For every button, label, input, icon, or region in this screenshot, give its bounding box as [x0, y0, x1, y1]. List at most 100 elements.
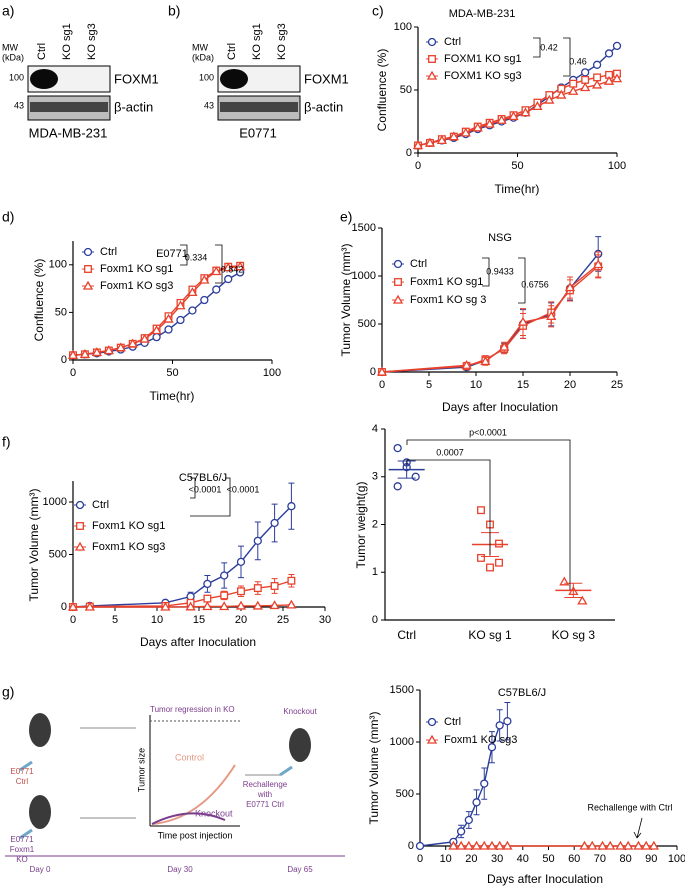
- data-point: [287, 576, 296, 585]
- legend-marker: [82, 280, 94, 290]
- data-point: [532, 101, 543, 111]
- y-tick-label: 100: [394, 21, 412, 33]
- chart-title: MDA-MB-231: [449, 8, 516, 20]
- data-point: [615, 840, 626, 850]
- marker-label: 100: [199, 72, 214, 82]
- y-tick-label: 1500: [390, 684, 414, 696]
- data-point: [495, 721, 504, 730]
- y-tick-label: 0: [406, 147, 412, 159]
- x-tick-label: 0: [70, 367, 76, 379]
- x-tick-label: 20: [564, 379, 576, 391]
- data-point: [188, 306, 197, 315]
- legend-marker: [74, 541, 86, 551]
- data-point: [496, 114, 507, 124]
- schematic-text: Time post injection: [158, 830, 233, 840]
- lane-label: KO sg3: [86, 23, 98, 60]
- legend-label: Foxm1 KO sg1: [92, 520, 165, 532]
- data-point: [623, 840, 634, 850]
- data-point: [591, 79, 603, 89]
- syringe: [19, 828, 33, 840]
- annotation: 0.6756: [521, 279, 549, 289]
- y-tick-label: 0: [61, 354, 67, 366]
- legend-label: FOXM1 KO sg3: [444, 70, 522, 82]
- x-axis-label: Days after Inoculation: [140, 635, 256, 649]
- data-point: [115, 342, 126, 352]
- schematic-text: Day 65: [287, 865, 313, 874]
- data-point: [176, 315, 185, 325]
- data-point: [412, 140, 424, 150]
- x-tick-label: 50: [166, 367, 178, 379]
- panel-label: g): [2, 684, 14, 700]
- x-tick-label: KO sg 3: [552, 628, 596, 642]
- schematic-text: KO: [16, 855, 28, 864]
- marker-label: 43: [204, 100, 214, 110]
- x-tick-label: 0: [417, 853, 423, 865]
- annotation: 0.9433: [486, 266, 514, 276]
- data-point: [455, 840, 467, 850]
- data-point: [564, 282, 576, 292]
- cell-line: MDA-MB-231: [29, 125, 108, 140]
- lane-label: KO sg3: [276, 23, 288, 60]
- chart-title: C57BL6/J: [498, 687, 546, 699]
- schematic-text: with: [257, 790, 272, 799]
- data-point: [152, 333, 161, 342]
- x-tick-label: 10: [470, 379, 482, 391]
- x-tick-label: 5: [112, 614, 118, 626]
- data-point: [544, 94, 555, 104]
- band-label: β-actin: [114, 99, 153, 114]
- data-point: [648, 840, 659, 850]
- y-tick-label: 1500: [352, 222, 376, 234]
- significance-bracket: [633, 817, 643, 839]
- data-point: [579, 840, 590, 850]
- lane-label: Ctrl: [226, 43, 238, 60]
- series-line: [72, 505, 292, 608]
- x-axis-label: Days after Inoculation: [442, 400, 558, 414]
- data-point: [577, 595, 588, 605]
- y-tick-label: 50: [400, 84, 412, 96]
- schematic-text: Rechallenge: [243, 780, 288, 789]
- mw-label: (kDa): [192, 52, 214, 62]
- data-point: [581, 68, 590, 77]
- schematic-text: E0771: [10, 835, 34, 844]
- marker-label: 43: [14, 100, 24, 110]
- mouse-icon: [289, 728, 311, 762]
- y-axis-label: Tumor Volume (mm³): [339, 244, 353, 357]
- legend-marker: [428, 55, 436, 63]
- data-point: [503, 717, 512, 726]
- data-point: [287, 502, 296, 511]
- data-point: [592, 60, 602, 69]
- x-tick-label: 25: [277, 614, 289, 626]
- legend-label: Ctrl: [444, 716, 461, 728]
- panel-label: d): [2, 209, 14, 225]
- data-point: [253, 536, 262, 545]
- x-tick-label: 15: [517, 379, 529, 391]
- x-tick-label: 100: [263, 367, 281, 379]
- data-point: [160, 601, 171, 611]
- legend-marker: [84, 265, 92, 273]
- data-point: [605, 840, 616, 850]
- y-tick-label: 0: [61, 601, 67, 613]
- data-point: [79, 348, 91, 358]
- mouse-icon: [29, 795, 51, 829]
- data-point: [139, 333, 150, 343]
- x-tick-label: 70: [594, 853, 606, 865]
- data-point: [151, 325, 162, 335]
- legend-marker: [394, 278, 402, 286]
- y-tick-label: 1000: [352, 270, 376, 282]
- significance-bracket: [482, 257, 526, 304]
- data-point: [517, 316, 529, 326]
- legend-label: Foxm1 KO sg1: [410, 276, 483, 288]
- y-tick-label: 3: [372, 471, 378, 483]
- significance-bracket: [406, 439, 571, 590]
- knockout-curve: [151, 812, 226, 825]
- schematic-text: E0771: [10, 767, 34, 776]
- data-point: [203, 579, 212, 589]
- y-tick-label: 500: [358, 318, 376, 330]
- legend-label: Foxm1 KO sg3: [100, 280, 173, 292]
- data-point: [91, 347, 103, 357]
- annotation: p<0.0001: [469, 427, 507, 437]
- data-point: [424, 137, 436, 147]
- data-point: [472, 798, 481, 807]
- legend-label: Foxm1 KO sg 3: [410, 294, 486, 306]
- data-point: [185, 601, 196, 611]
